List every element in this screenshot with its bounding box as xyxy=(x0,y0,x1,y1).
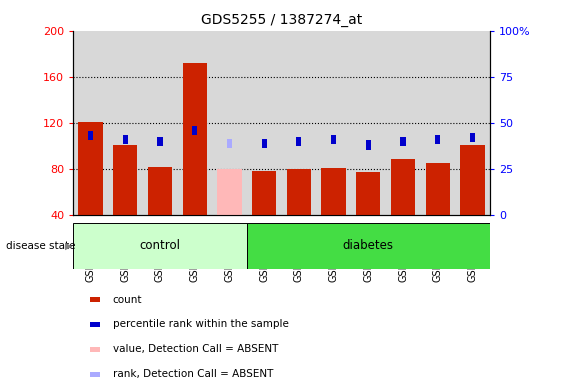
Text: control: control xyxy=(140,239,181,252)
Text: diabetes: diabetes xyxy=(343,239,394,252)
Title: GDS5255 / 1387274_at: GDS5255 / 1387274_at xyxy=(201,13,362,27)
Bar xyxy=(331,135,336,144)
Bar xyxy=(426,163,450,215)
Bar xyxy=(217,169,242,215)
Bar xyxy=(227,139,232,148)
Text: rank, Detection Call = ABSENT: rank, Detection Call = ABSENT xyxy=(113,369,273,379)
Bar xyxy=(158,137,163,146)
Bar xyxy=(78,122,102,215)
Text: disease state: disease state xyxy=(6,241,75,251)
Bar xyxy=(192,126,197,135)
Bar xyxy=(88,131,93,141)
Text: percentile rank within the sample: percentile rank within the sample xyxy=(113,319,288,329)
Bar xyxy=(123,135,128,144)
Bar xyxy=(366,141,371,150)
Bar xyxy=(113,145,137,215)
Bar xyxy=(391,159,415,215)
Bar xyxy=(435,135,440,144)
Bar xyxy=(356,172,381,215)
Bar xyxy=(262,139,267,148)
Bar xyxy=(321,168,346,215)
Bar xyxy=(73,223,247,269)
Bar xyxy=(461,145,485,215)
Bar xyxy=(296,137,301,146)
Bar xyxy=(247,223,490,269)
Text: value, Detection Call = ABSENT: value, Detection Call = ABSENT xyxy=(113,344,278,354)
Bar xyxy=(182,63,207,215)
Bar xyxy=(252,171,276,215)
Bar xyxy=(400,137,405,146)
Bar xyxy=(470,133,475,142)
Bar xyxy=(148,167,172,215)
Text: ▶: ▶ xyxy=(65,241,72,251)
Bar xyxy=(287,169,311,215)
Text: count: count xyxy=(113,295,142,305)
